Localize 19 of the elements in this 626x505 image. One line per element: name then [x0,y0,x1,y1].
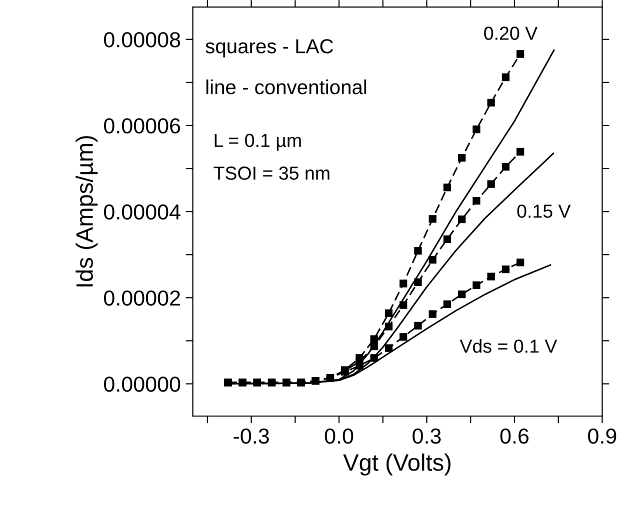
annotation: squares - LAC [206,39,334,58]
x-tick-label: 0.6 [500,428,528,444]
y-tick-label: 0.00008 [104,32,180,48]
x-tick-label: -0.3 [234,428,269,444]
annotation: TSOI = 35 nm [214,166,330,180]
y-tick-label: 0.00002 [104,290,180,306]
x-axis-title: Vgt (Volts) [343,454,451,476]
x-tick-label: 0.9 [588,428,616,444]
annotation: line - conventional [206,79,366,94]
y-tick-label: 0.00004 [104,204,180,220]
annotation: L = 0.1 µm [214,134,301,151]
annotation: 0.20 V [484,26,538,40]
y-axis-title: Ids (Amps/µm) [76,136,98,286]
x-tick-label: 0.0 [324,428,354,444]
y-tick-label: 0.00000 [104,376,180,392]
y-tick-label: 0.00006 [104,118,180,134]
annotation: 0.15 V [517,204,571,218]
annotation: Vds = 0.1 V [460,339,558,353]
x-tick-label: 0.3 [412,428,441,444]
